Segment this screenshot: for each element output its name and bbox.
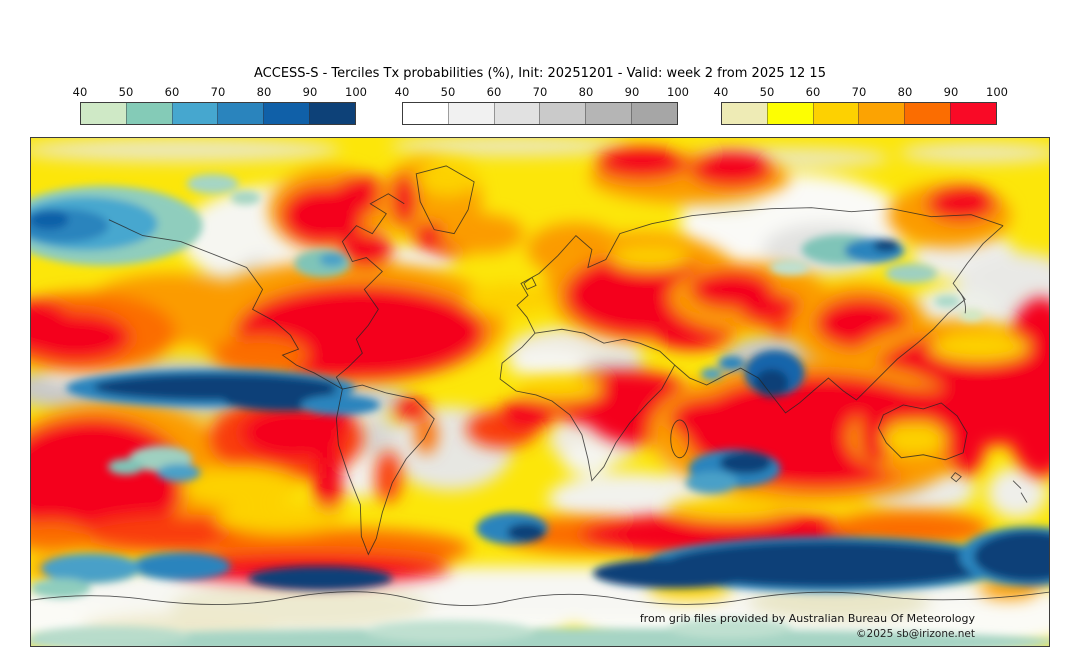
world-probability-map: from grib files provided by Australian B… bbox=[30, 137, 1050, 647]
colorbar-tick-row: 40 50 60 70 80 90 100 bbox=[714, 85, 1008, 102]
tick-label: 80 bbox=[256, 85, 272, 99]
colorbar-swatches bbox=[402, 102, 678, 125]
colorbar-swatches bbox=[721, 102, 997, 125]
tick-label: 80 bbox=[578, 85, 594, 99]
colorbar-segment bbox=[125, 103, 172, 124]
colorbar-swatches bbox=[80, 102, 356, 125]
colorbar-segment bbox=[812, 103, 859, 124]
colorbar-above-normal: 40 50 60 70 80 90 100 bbox=[714, 85, 1008, 125]
world-map-canvas bbox=[31, 138, 1049, 646]
colorbar-segment bbox=[766, 103, 813, 124]
colorbar-segment bbox=[403, 103, 448, 124]
tick-label: 100 bbox=[667, 85, 689, 99]
colorbar-below-normal: 40 50 60 70 80 90 100 bbox=[73, 85, 367, 125]
tick-label: 50 bbox=[118, 85, 134, 99]
coastlines bbox=[31, 165, 1049, 606]
colorbar-segment bbox=[171, 103, 218, 124]
tick-label: 70 bbox=[532, 85, 548, 99]
colorbar-segment bbox=[309, 103, 355, 124]
colorbar-segment bbox=[81, 103, 126, 124]
map-credits: from grib files provided by Australian B… bbox=[640, 612, 975, 641]
colorbar-near-normal: 40 50 60 70 80 90 100 bbox=[395, 85, 689, 125]
colorbar-segment bbox=[493, 103, 540, 124]
tick-label: 100 bbox=[345, 85, 367, 99]
tick-label: 90 bbox=[943, 85, 959, 99]
tick-label: 70 bbox=[851, 85, 867, 99]
colorbar-tick-row: 40 50 60 70 80 90 100 bbox=[73, 85, 367, 102]
tick-label: 90 bbox=[302, 85, 318, 99]
tick-label: 90 bbox=[624, 85, 640, 99]
colorbar-tick-row: 40 50 60 70 80 90 100 bbox=[395, 85, 689, 102]
tick-label: 70 bbox=[210, 85, 226, 99]
tick-label: 100 bbox=[986, 85, 1008, 99]
colorbar-segment bbox=[263, 103, 310, 124]
colorbar-segment bbox=[722, 103, 767, 124]
tick-label: 50 bbox=[759, 85, 775, 99]
colorbar-segment bbox=[950, 103, 996, 124]
tick-label: 60 bbox=[486, 85, 502, 99]
figure-title: ACCESS-S - Terciles Tx probabilities (%)… bbox=[254, 66, 826, 81]
tick-label: 60 bbox=[164, 85, 180, 99]
colorbar-segment bbox=[858, 103, 905, 124]
colorbar-segment bbox=[631, 103, 677, 124]
colorbar-segment bbox=[585, 103, 632, 124]
colorbar-segment bbox=[539, 103, 586, 124]
tick-label: 50 bbox=[440, 85, 456, 99]
tick-label: 40 bbox=[713, 85, 729, 99]
credit-copyright-text: ©2025 sb@irizone.net bbox=[856, 628, 975, 640]
tick-label: 40 bbox=[394, 85, 410, 99]
credit-source-text: from grib files provided by Australian B… bbox=[639, 612, 975, 625]
tick-label: 60 bbox=[805, 85, 821, 99]
colorbar-segment bbox=[904, 103, 951, 124]
colorbar-segment bbox=[447, 103, 494, 124]
tick-label: 80 bbox=[897, 85, 913, 99]
tick-label: 40 bbox=[72, 85, 88, 99]
colorbar-segment bbox=[217, 103, 264, 124]
